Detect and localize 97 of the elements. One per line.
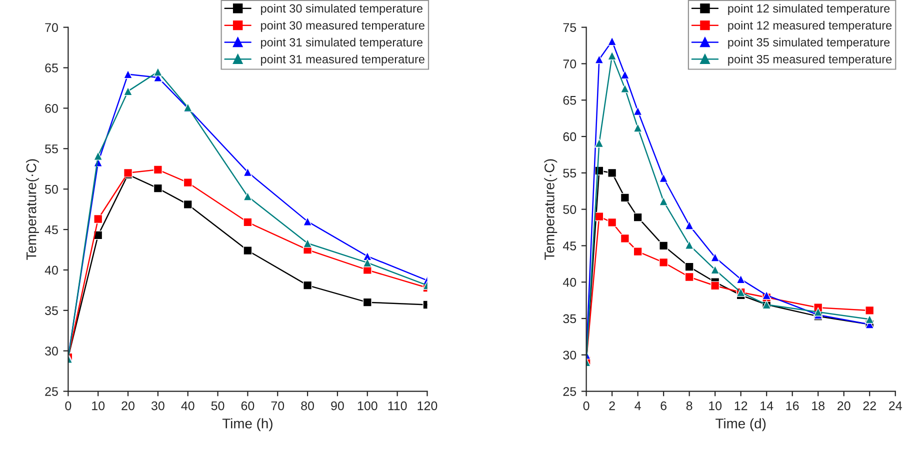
x-tick-label: 40 [181,401,194,410]
y-tick-label: 55 [45,144,58,154]
point [243,168,252,177]
point [362,258,372,268]
point [865,306,874,316]
x-tick-label: 80 [301,401,314,410]
point [303,280,312,290]
point [710,265,720,274]
y-tick-label: 75 [563,23,576,32]
x-tick-label: 14 [760,401,774,410]
x-tick-label: 0 [65,401,72,410]
point [608,218,617,227]
point [865,314,874,324]
y-axis-title: Temperature(·C) [544,159,558,260]
point [814,307,823,316]
x-tick-label: 30 [151,401,164,410]
point [620,193,630,202]
y-tick-label: 50 [563,205,576,214]
y-tick-label: 50 [45,184,58,194]
x-tick-label: 10 [92,401,105,410]
legend-label: point 12 measured temperature [728,20,892,32]
x-tick-label: 50 [211,401,224,410]
point [594,138,604,148]
point [633,106,642,116]
x-tick-label: 16 [786,401,799,410]
point [736,274,746,284]
point [183,200,192,209]
point [153,184,162,193]
y-tick-label: 40 [44,266,58,275]
point [633,247,642,256]
x-tick-label: 24 [889,401,902,410]
x-tick-label: 90 [331,401,344,410]
x-tick-label: 20 [838,401,850,410]
x-tick-label: 110 [388,401,407,410]
x-axis-title: Time (d) [716,418,766,432]
x-tick-label: 2 [609,401,615,410]
y-tick-label: 45 [44,225,58,234]
point [243,218,252,227]
x-tick-label: 12 [734,401,748,410]
y-tick-label: 35 [563,314,576,324]
point [659,241,668,250]
legend-label: point 30 simulated temperature [261,4,422,15]
x-tick-label: 60 [241,401,254,410]
point [183,178,192,188]
point [684,272,694,282]
legend-label: point 35 simulated temperature [728,38,890,49]
x-axis-title: Time (h) [222,418,272,432]
y-tick-label: 40 [562,278,576,287]
point [620,84,630,93]
point [633,123,642,132]
point [153,67,162,76]
x-tick-label: 20 [122,401,134,410]
point [633,212,642,222]
point [303,238,312,248]
point [608,51,617,60]
x-tick-label: 4 [634,401,641,410]
x-tick-label: 22 [863,401,876,410]
y-tick-label: 25 [563,387,576,396]
y-tick-label: 65 [563,96,576,105]
legend-label: point 30 measured temperature [261,20,424,32]
y-tick-label: 30 [45,346,58,356]
y-tick-label: 70 [45,23,58,32]
point [94,214,103,224]
y-tick-label: 70 [563,60,576,68]
point [684,262,694,272]
x-tick-label: 6 [660,401,666,410]
point [620,234,630,243]
y-tick-label: 45 [562,242,576,250]
point [243,246,252,256]
point [659,173,668,183]
x-tick-label: 18 [812,401,825,410]
x-tick-label: 120 [418,401,438,410]
x-tick-label: 0 [583,401,590,410]
point [153,165,162,174]
legend-label: point 31 simulated temperature [261,38,422,49]
y-tick-label: 30 [563,350,576,360]
x-tick-label: 100 [358,401,378,410]
point [608,168,617,178]
point [659,196,668,206]
x-tick-label: 10 [709,401,722,410]
y-tick-label: 65 [45,64,58,72]
y-tick-label: 60 [563,132,576,142]
point [659,258,668,267]
x-tick-label: 8 [686,401,692,410]
y-tick-label: 55 [563,168,576,178]
y-axis-title: Temperature(·C) [26,159,39,260]
legend-label: point 12 simulated temperature [728,4,890,15]
x-tick-label: 70 [271,401,284,410]
legend-label: point 35 measured temperature [728,54,892,66]
point [362,298,372,307]
point [684,220,694,230]
y-tick-label: 60 [45,104,58,113]
legend-label: point 31 measured temperature [261,54,424,66]
point [608,36,617,46]
point [710,281,720,290]
y-tick-label: 35 [45,306,58,316]
y-tick-label: 25 [45,387,58,396]
